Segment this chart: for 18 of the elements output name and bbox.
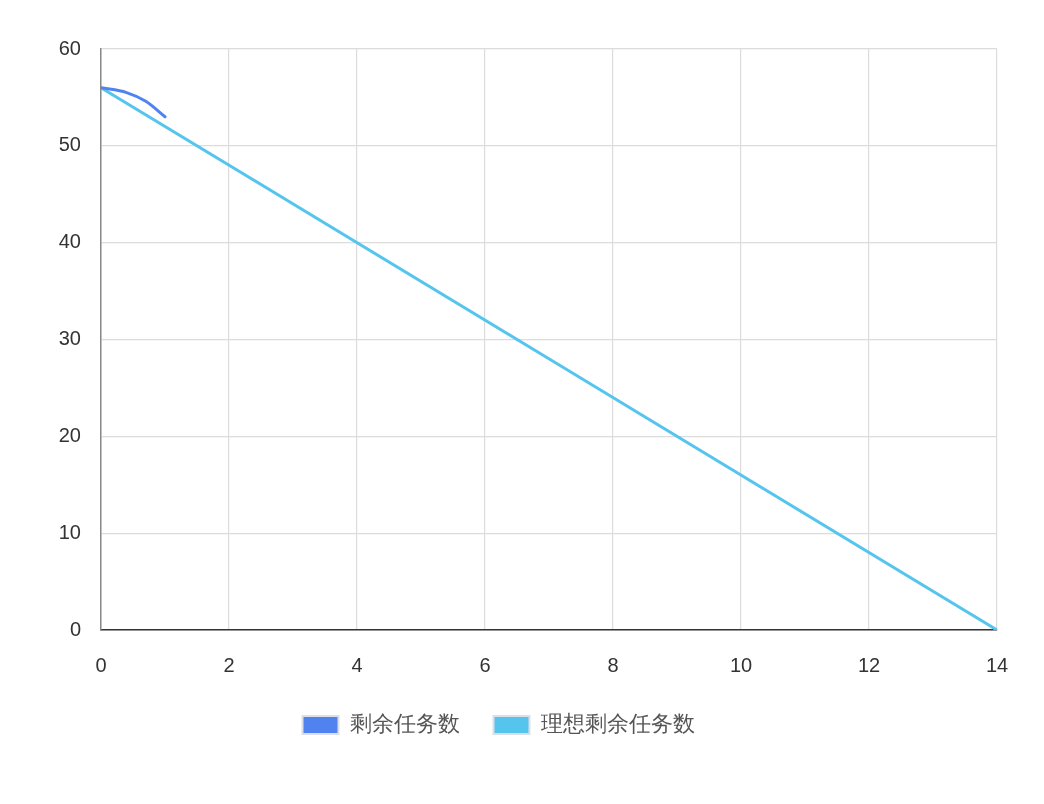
x-tick-label: 2	[223, 653, 235, 676]
x-tick-label: 6	[479, 653, 491, 676]
y-tick-label: 30	[58, 327, 81, 350]
y-tick-label: 40	[58, 230, 81, 253]
y-tick-label: 10	[58, 520, 81, 543]
y-tick-label: 60	[58, 36, 81, 59]
x-tick-label: 14	[985, 653, 1009, 676]
y-tick-label: 0	[69, 617, 81, 640]
x-tick-label: 0	[95, 653, 107, 676]
legend-label: 剩余任务数	[349, 711, 460, 737]
y-tick-label: 20	[58, 423, 81, 446]
legend-label: 理想剩余任务数	[540, 711, 695, 737]
y-tick-label: 50	[58, 133, 81, 156]
x-tick-label: 10	[729, 653, 753, 676]
x-tick-label: 12	[857, 653, 881, 676]
x-tick-label: 4	[351, 653, 363, 676]
line-series	[101, 86, 167, 119]
x-tick-label: 8	[607, 653, 619, 676]
